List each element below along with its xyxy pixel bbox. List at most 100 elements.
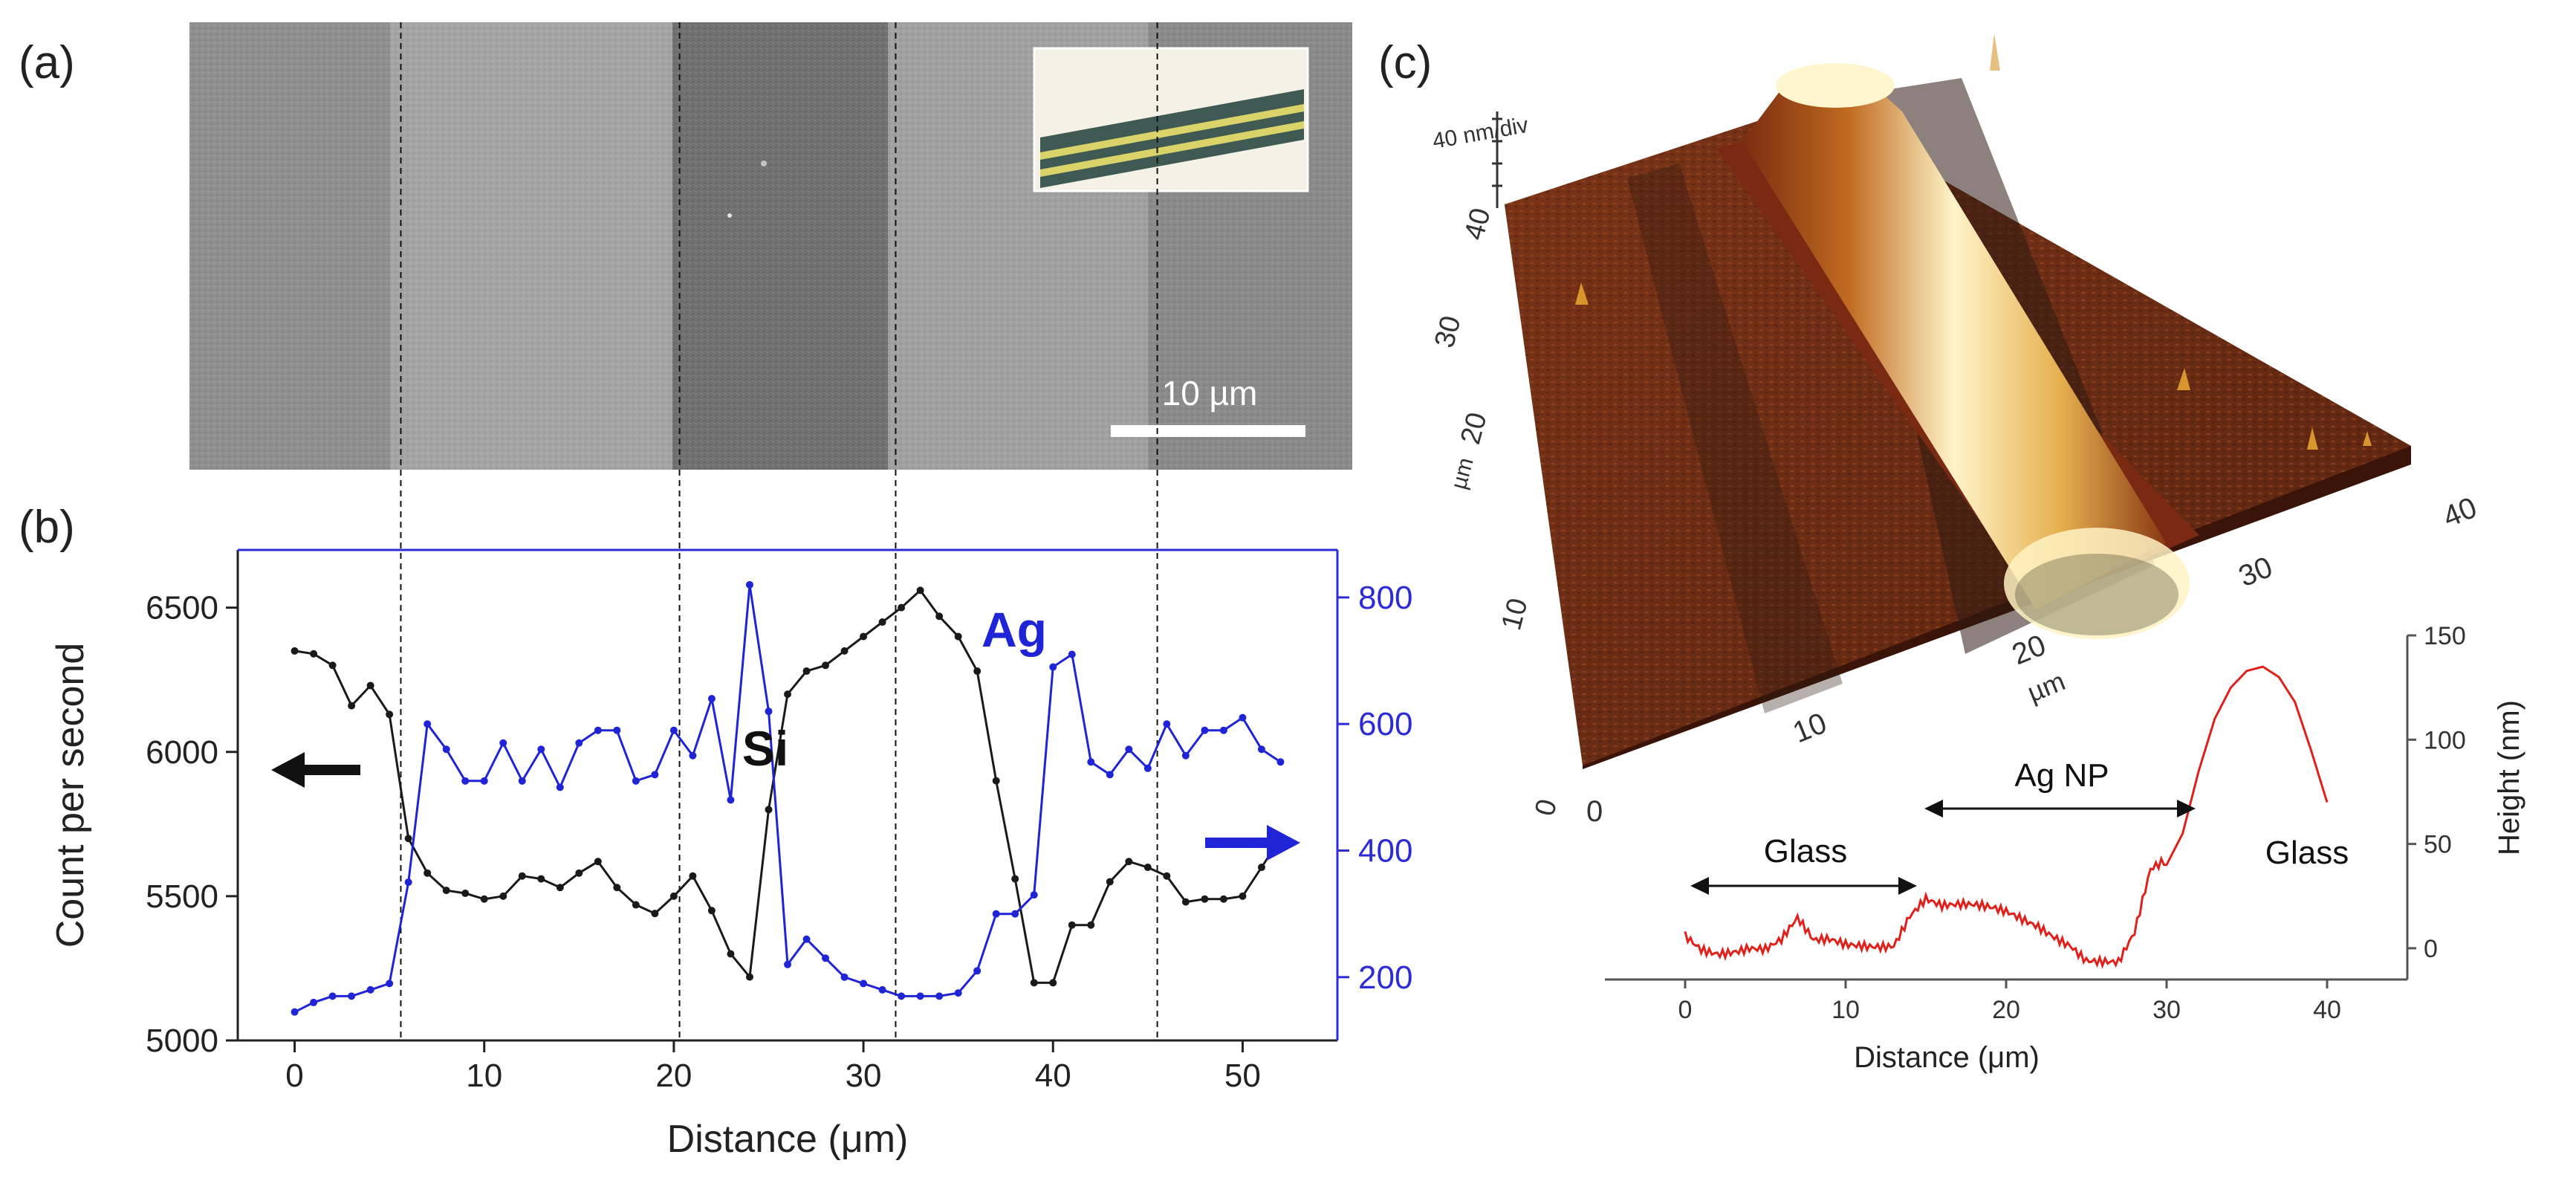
y2-tick-label: 800	[1358, 580, 1412, 616]
data-point-ag	[707, 695, 716, 703]
data-point-ag	[784, 960, 791, 968]
data-point-si	[669, 892, 678, 900]
data-point-si	[328, 661, 337, 670]
data-point-ag	[366, 985, 374, 994]
data-point-si	[499, 892, 507, 900]
arrow-right-icon	[1205, 825, 1300, 861]
data-point-ag	[1181, 751, 1190, 760]
data-point-si	[1201, 895, 1209, 903]
x-tick-label: 50	[1224, 1058, 1261, 1094]
data-point-ag	[424, 720, 432, 728]
height-y-axis-label: Height (nm)	[2493, 700, 2525, 855]
data-point-si	[707, 907, 716, 915]
data-point-si	[1030, 979, 1038, 987]
data-point-si	[765, 806, 773, 814]
y2-tick-label: 400	[1358, 833, 1412, 870]
scale-bar-label: 10 µm	[1162, 374, 1258, 412]
x-axis-label: Distance (μm)	[667, 1118, 909, 1161]
afm-y-tick-20: 20	[1455, 409, 1493, 448]
height-profile-line	[1684, 665, 2329, 969]
data-point-ag	[935, 992, 944, 1000]
data-point-si	[613, 884, 621, 892]
afm-x-tick-10: 10	[1788, 707, 1832, 749]
inset-optical-micrograph	[1033, 47, 1309, 192]
x-tick-label: 40	[1035, 1058, 1071, 1094]
height-x-axis-label: Distance (μm)	[1854, 1041, 2040, 1074]
data-point-si	[1087, 921, 1095, 929]
scale-bar	[1111, 425, 1305, 437]
arrow-left-icon	[271, 752, 360, 788]
data-point-ag	[518, 777, 526, 785]
data-point-ag	[727, 796, 735, 804]
data-point-si	[992, 777, 1000, 785]
region-glass-left: Glass	[1690, 833, 1917, 895]
x-tick-label: 30	[846, 1058, 882, 1094]
data-point-ag	[556, 783, 564, 791]
annotation-ag: Ag	[982, 602, 1047, 657]
data-point-si	[1125, 858, 1133, 866]
data-point-ag	[594, 726, 602, 734]
height-y-tick-label: 100	[2424, 726, 2466, 754]
data-point-ag	[613, 726, 621, 734]
data-point-si	[518, 872, 526, 880]
data-point-ag	[291, 1008, 299, 1016]
data-point-ag	[537, 745, 545, 754]
afm-x-tick-30: 30	[2234, 551, 2277, 593]
height-x-tick-label: 40	[2313, 996, 2341, 1024]
afm-y-tick-10: 10	[1496, 595, 1534, 634]
data-point-si	[556, 884, 564, 892]
data-point-ag	[1049, 663, 1057, 671]
data-point-ag	[840, 973, 849, 981]
panel-a-label: (a)	[19, 37, 75, 88]
height-x-tick-label: 30	[2152, 996, 2181, 1024]
data-point-si	[1011, 875, 1019, 883]
data-point-si	[537, 875, 545, 883]
data-point-ag	[1219, 726, 1227, 734]
data-point-ag	[310, 998, 318, 1006]
data-point-ag	[1030, 891, 1038, 899]
data-point-ag	[328, 992, 337, 1000]
data-point-ag	[575, 739, 583, 747]
data-point-si	[594, 858, 602, 866]
x-tick-label: 20	[655, 1058, 692, 1094]
data-point-ag	[632, 777, 640, 785]
height-profile-chart: 0 10 20 30 40 0 50 100 150 Distance (μm) Height (n…	[1605, 622, 2525, 1074]
height-y-tick-label: 0	[2424, 935, 2438, 963]
region-ag-np-label: Ag NP	[2014, 757, 2109, 794]
region-glass-left-label: Glass	[1764, 833, 1847, 870]
panel-a: (a) 10 µm	[19, 22, 1352, 470]
x-tick-label: 10	[466, 1058, 502, 1094]
data-point-si	[1239, 892, 1247, 900]
data-point-si	[366, 681, 374, 690]
data-point-ag	[973, 967, 982, 975]
series-line-ag	[293, 584, 1282, 1014]
data-point-ag	[1106, 771, 1114, 779]
data-point-si	[1219, 895, 1227, 903]
afm-y-tick-40: 40	[1459, 205, 1497, 244]
data-point-si	[480, 895, 488, 903]
afm-z-scale-label: 40 nm/div	[1430, 113, 1530, 154]
afm-y-tick-0: 0	[1529, 796, 1563, 819]
data-point-si	[1049, 979, 1057, 987]
data-point-si	[878, 618, 886, 626]
region-glass-right-label: Glass	[2265, 835, 2349, 871]
afm-y-axis: 0 10 20 µm 30 40	[1429, 205, 1563, 820]
data-point-si	[442, 887, 450, 895]
data-point-ag	[1068, 650, 1076, 658]
data-point-si	[898, 603, 906, 612]
data-point-si	[784, 690, 791, 699]
data-point-ag	[878, 985, 886, 994]
series-line-si	[294, 589, 1282, 984]
data-point-ag	[745, 580, 753, 589]
annotation-si: Si	[742, 721, 788, 776]
afm-y-unit: µm	[1447, 455, 1479, 491]
data-point-si	[935, 612, 944, 621]
data-point-ag	[1239, 713, 1247, 722]
y-tick-label: 6500	[146, 590, 218, 626]
data-point-ag	[1143, 764, 1152, 772]
data-point-si	[840, 647, 849, 655]
panel-c: (c)	[1378, 33, 2525, 1074]
data-point-si	[973, 667, 982, 676]
data-point-ag	[442, 745, 450, 754]
